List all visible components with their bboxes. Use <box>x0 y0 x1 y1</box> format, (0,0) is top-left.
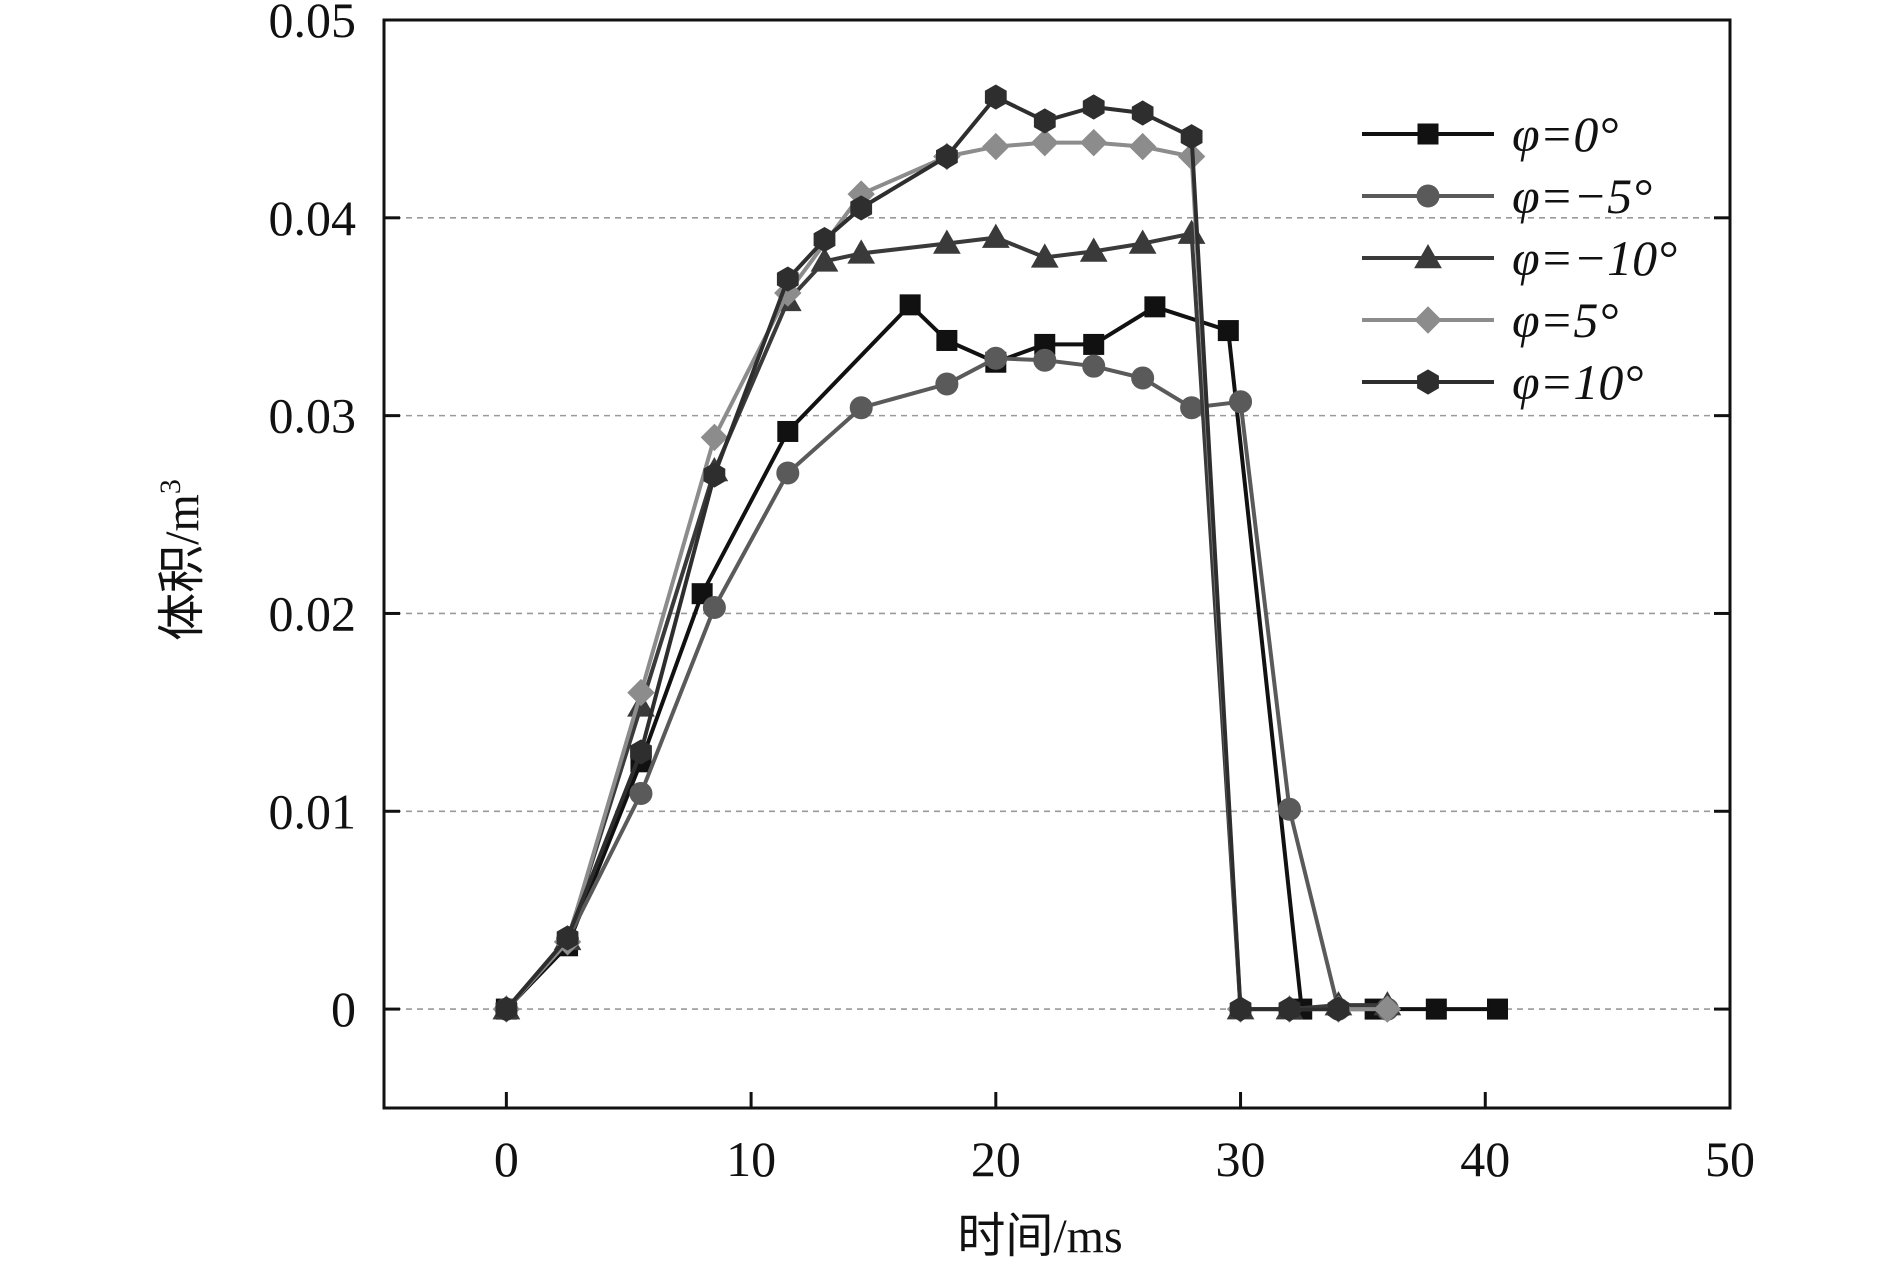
y-tick-label-3: 0.03 <box>269 388 357 444</box>
data-point-s1-8 <box>1033 348 1057 372</box>
legend-label-1: φ=−5° <box>1512 168 1652 224</box>
series-0 <box>495 294 1509 1020</box>
plot-frame <box>382 18 1732 1110</box>
axis-ticks: 0 10 20 30 40 50 0 0.01 0.02 0.03 0.04 0.05 <box>269 0 1756 1187</box>
x-axis-title: 时间/ms <box>957 1210 1122 1263</box>
data-point-s4-15 <box>1327 996 1350 1022</box>
y-tick-label-1: 0.01 <box>269 783 357 839</box>
data-point-s0-4 <box>777 420 799 442</box>
data-point-s4-3 <box>703 462 726 488</box>
data-point-s4-1 <box>556 925 579 951</box>
legend-label-2: φ=−10° <box>1512 230 1677 286</box>
x-tick-label-5: 50 <box>1705 1131 1755 1187</box>
data-point-s4-13 <box>1229 996 1252 1022</box>
data-point-s4-0 <box>495 996 518 1022</box>
data-point-s1-4 <box>776 461 800 485</box>
y-tick-label-5: 0.05 <box>269 0 357 48</box>
data-point-s2-12 <box>1177 219 1206 244</box>
legend-marker-3 <box>1414 306 1442 334</box>
data-point-s3-15 <box>1373 995 1402 1023</box>
legend-marker-4 <box>1417 369 1439 395</box>
data-point-s4-12 <box>1180 124 1203 150</box>
data-point-s0-9 <box>1083 333 1105 355</box>
data-point-s4-5 <box>813 227 836 253</box>
data-point-s2-7 <box>933 229 961 254</box>
data-point-s4-9 <box>1033 108 1056 134</box>
data-point-s3-2 <box>627 678 655 707</box>
y-axis-title-main: 体积/m <box>156 494 209 641</box>
x-tick-label-3: 30 <box>1216 1131 1266 1187</box>
legend-marker-2 <box>1414 243 1442 269</box>
series-line-4 <box>504 95 1339 1012</box>
data-point-s4-4 <box>776 266 799 292</box>
data-point-s0-6 <box>936 329 958 351</box>
data-point-s0-10 <box>1144 296 1166 318</box>
data-point-s4-8 <box>984 84 1007 110</box>
y-axis-title: 体积/m3 <box>154 479 209 641</box>
x-tick-label-0: 0 <box>494 1131 519 1187</box>
data-point-s1-10 <box>1131 366 1155 390</box>
data-point-s0-5 <box>899 294 921 316</box>
y-tick-label-0: 0 <box>331 981 356 1037</box>
data-point-s2-6 <box>847 239 876 264</box>
series-layer <box>492 84 1509 1023</box>
legend-label-3: φ=5° <box>1512 292 1618 348</box>
data-point-s1-12 <box>1229 390 1253 414</box>
data-point-s4-7 <box>936 143 958 170</box>
data-point-s2-8 <box>981 223 1010 248</box>
data-point-s1-3 <box>702 596 726 620</box>
data-point-s1-2 <box>629 781 653 805</box>
data-point-s2-9 <box>1030 243 1059 268</box>
data-point-s4-11 <box>1131 100 1154 126</box>
data-point-s1-6 <box>935 372 959 396</box>
data-point-s0-11 <box>1217 320 1239 342</box>
data-point-s4-2 <box>630 739 652 765</box>
data-point-s4-6 <box>850 195 873 221</box>
data-point-s0-15 <box>1487 998 1509 1020</box>
data-point-s3-8 <box>1031 128 1059 157</box>
series-1 <box>494 346 1399 1021</box>
x-tick-label-2: 20 <box>971 1131 1021 1187</box>
data-point-s1-11 <box>1180 396 1204 420</box>
data-point-s0-14 <box>1425 998 1447 1020</box>
data-point-s1-5 <box>849 396 873 420</box>
data-point-s4-10 <box>1082 94 1105 120</box>
data-point-s2-11 <box>1128 229 1157 254</box>
x-tick-label-4: 40 <box>1460 1131 1510 1187</box>
y-tick-label-4: 0.04 <box>269 190 357 246</box>
y-axis-title-superscript: 3 <box>154 479 187 494</box>
x-tick-label-1: 10 <box>726 1131 776 1187</box>
data-point-s1-9 <box>1082 354 1106 378</box>
legend-label-0: φ=0° <box>1512 106 1618 162</box>
data-point-s3-7 <box>982 132 1010 161</box>
data-point-s4-14 <box>1278 996 1301 1022</box>
series-4 <box>495 84 1350 1022</box>
data-point-s2-5 <box>810 247 839 272</box>
y-tick-label-2: 0.02 <box>269 585 357 641</box>
legend: φ=0° φ=−5° φ=−10° φ=5° φ=10° <box>1362 106 1677 410</box>
data-point-s3-9 <box>1080 128 1108 157</box>
data-point-s1-13 <box>1277 797 1301 821</box>
series-line-1 <box>504 356 1388 1012</box>
data-point-s3-3 <box>700 423 729 452</box>
data-point-s2-10 <box>1079 237 1108 262</box>
series-3 <box>492 128 1402 1023</box>
data-point-s3-10 <box>1128 132 1157 161</box>
data-point-s1-7 <box>984 346 1008 370</box>
legend-label-4: φ=10° <box>1512 354 1643 410</box>
legend-marker-0 <box>1417 123 1439 145</box>
legend-marker-1 <box>1416 184 1440 208</box>
